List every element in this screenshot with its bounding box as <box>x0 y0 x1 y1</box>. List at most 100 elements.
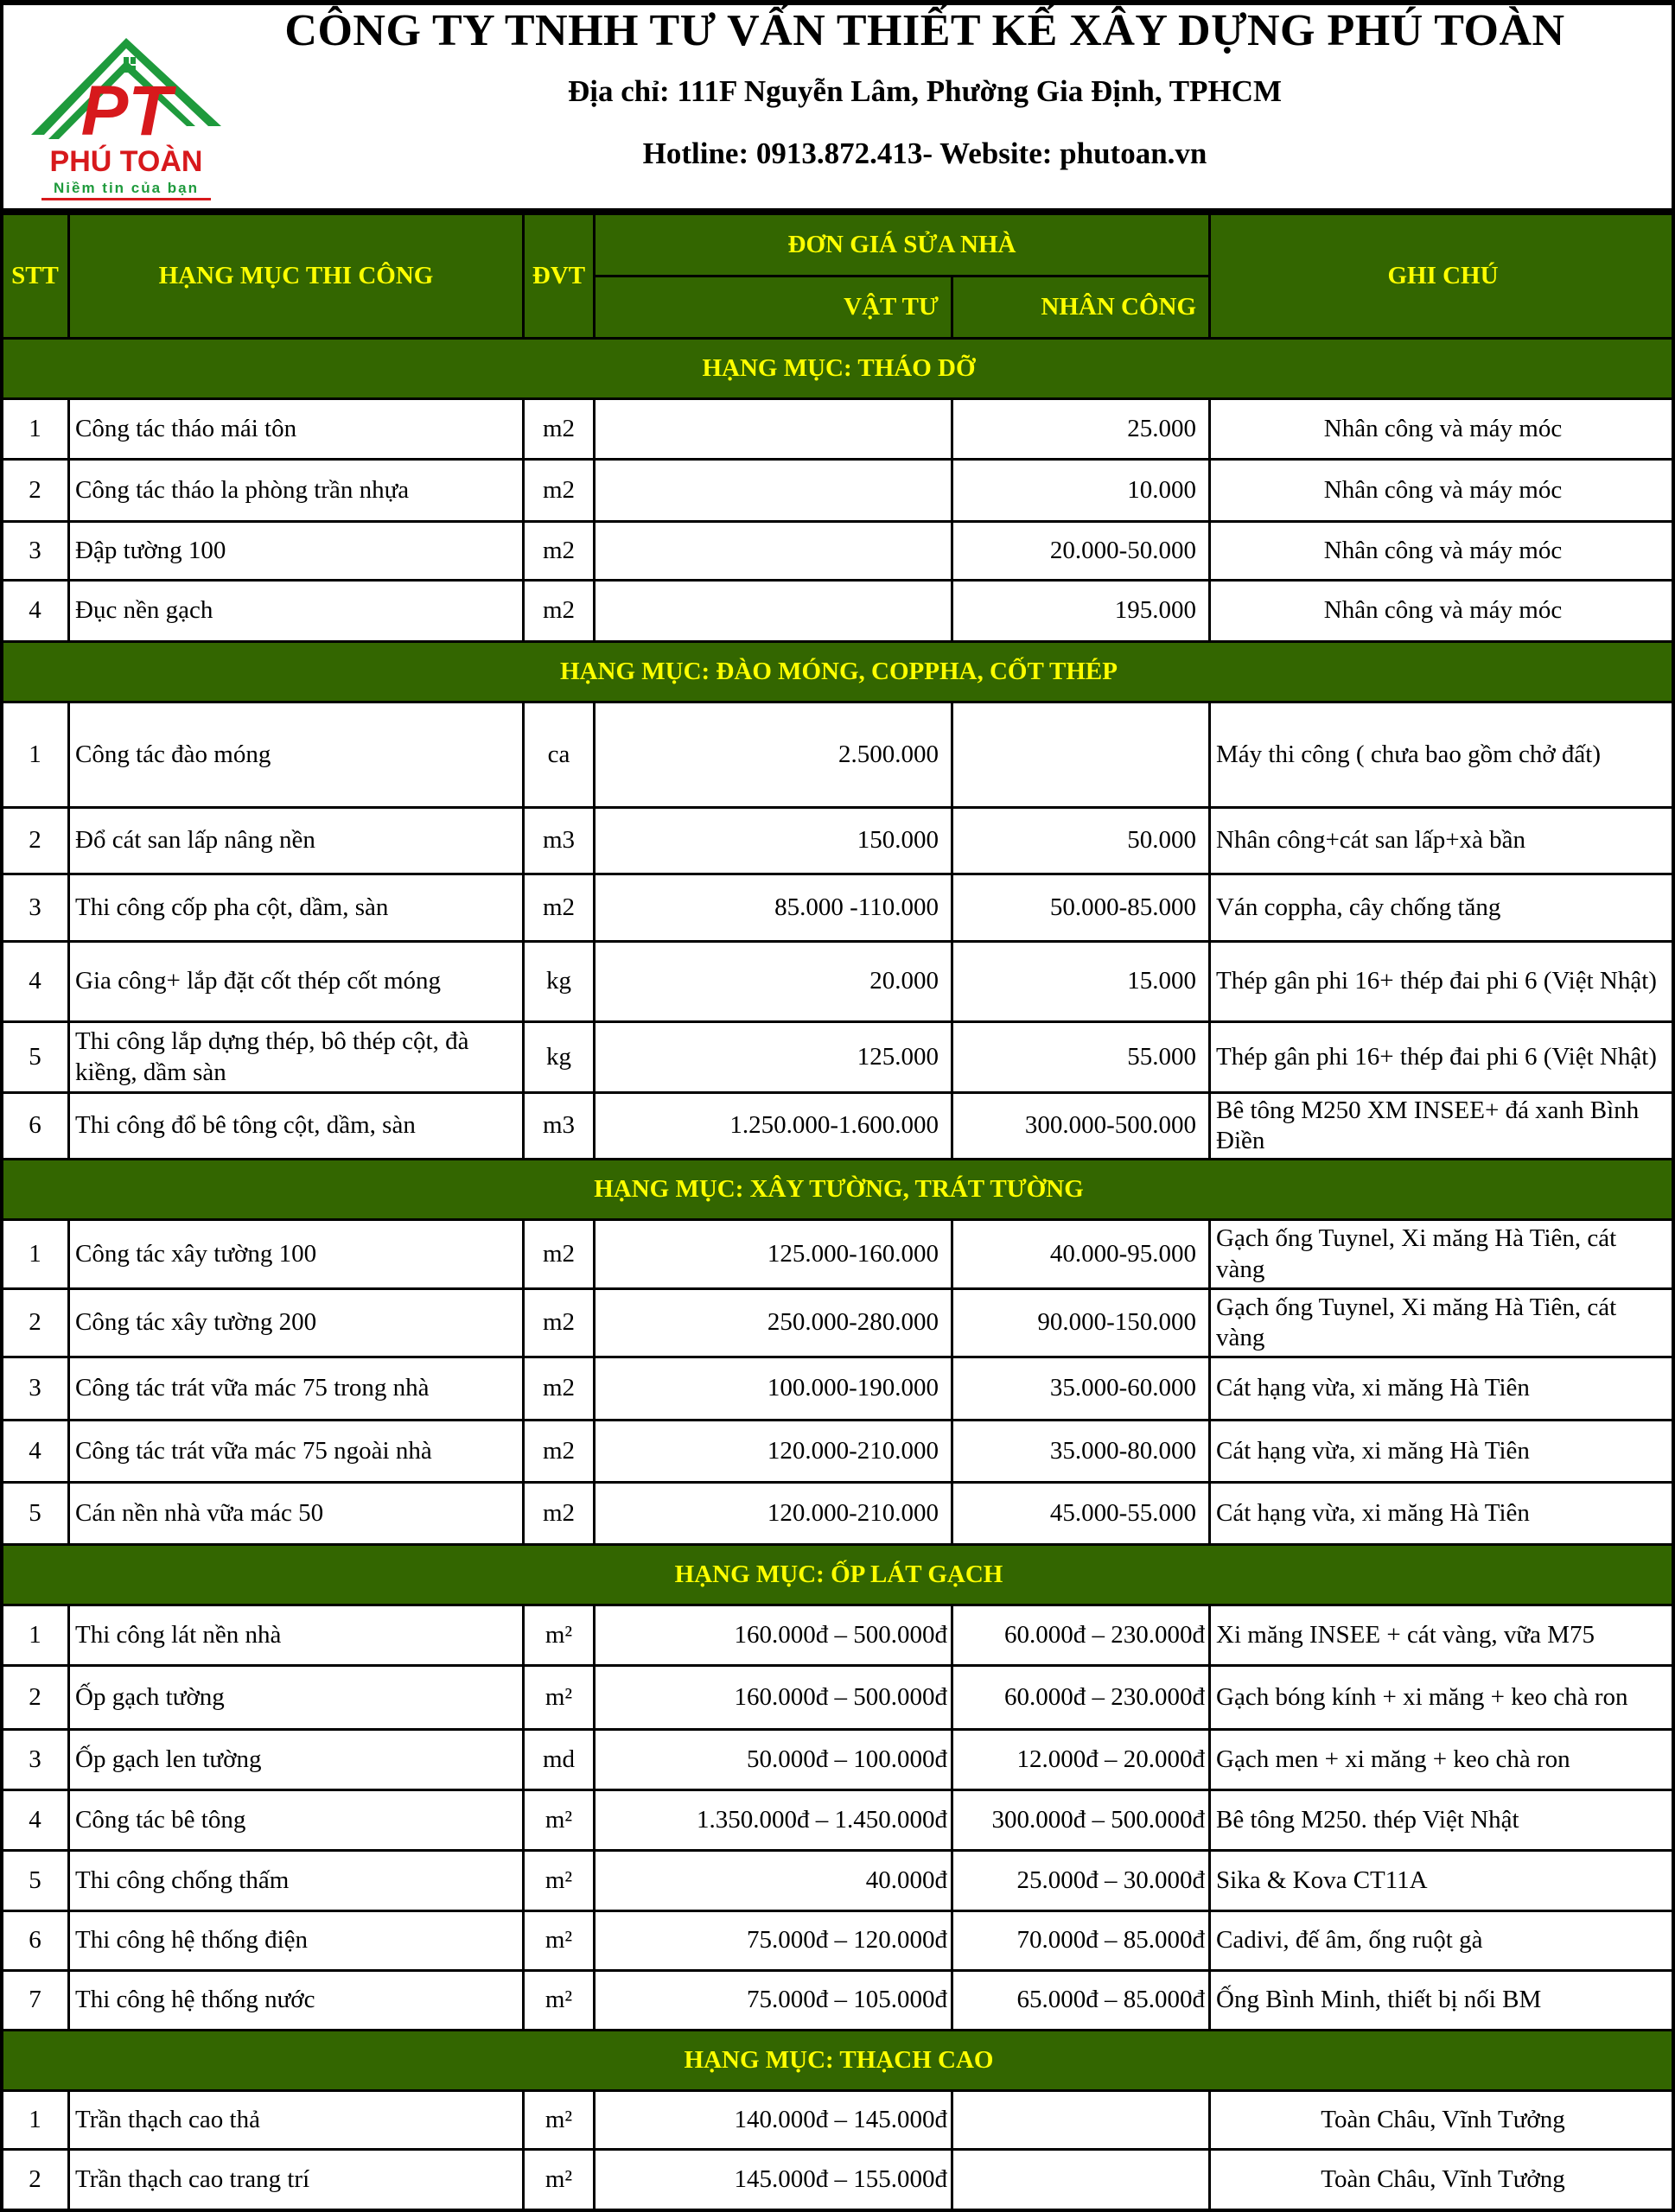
cell-labor: 195.000 <box>950 579 1212 643</box>
company-logo: PT PHÚ TOÀN Niềm tin của bạn <box>31 38 221 200</box>
cell-unit: m2 <box>522 1356 595 1421</box>
cell-labor <box>950 2148 1212 2211</box>
cell-unit: m² <box>522 1664 595 1731</box>
table-row: 3 Thi công cốp pha cột, dầm, sàn m2 85.000 … <box>0 873 1675 943</box>
cell-unit: kg <box>522 940 595 1023</box>
cell-unit: m² <box>522 1849 595 1912</box>
cell-stt: 5 <box>0 1849 70 1912</box>
table-row: 2 Trần thạch cao trang trí m² 145.000đ – 15… <box>0 2148 1675 2211</box>
cell-note: Gạch ống Tuynel, Xi măng Hà Tiên, cát và… <box>1208 1218 1675 1290</box>
cell-material: 2.500.000 <box>593 701 953 809</box>
cell-stt: 5 <box>0 1020 70 1094</box>
section-header: HẠNG MỤC: THÁO DỠ <box>0 337 1675 400</box>
header-unit: ĐVT <box>522 213 595 340</box>
cell-note: Toàn Châu, Vĩnh Tưởng <box>1208 2089 1675 2151</box>
cell-labor <box>950 701 1212 809</box>
cell-stt: 5 <box>0 1481 70 1546</box>
cell-unit: m2 <box>522 579 595 643</box>
cell-material: 125.000 <box>593 1020 953 1094</box>
table-row: 2 Đổ cát san lấp nâng nền m3 150.000 50.000 N… <box>0 806 1675 875</box>
cell-material: 75.000đ – 105.000đ <box>593 1969 953 2031</box>
cell-item: Công tác tháo mái tôn <box>67 397 525 461</box>
cell-material: 140.000đ – 145.000đ <box>593 2089 953 2151</box>
cell-item: Thi công hệ thống nước <box>67 1969 525 2031</box>
price-table: STT HẠNG MỤC THI CÔNG ĐVT ĐƠN GIÁ SỬA NH… <box>0 213 1675 2211</box>
cell-item: Ốp gạch tường <box>67 1664 525 1731</box>
cell-unit: m2 <box>522 458 595 523</box>
cell-note: Cát hạng vừa, xi măng Hà Tiên <box>1208 1419 1675 1484</box>
table-row: 6 Thi công đổ bê tông cột, dầm, sàn m3 1.25… <box>0 1091 1675 1160</box>
cell-material: 50.000đ – 100.000đ <box>593 1728 953 1791</box>
cell-note: Bê tông M250. thép Việt Nhật <box>1208 1789 1675 1852</box>
cell-item: Công tác xây tường 200 <box>67 1287 525 1358</box>
table-row: 4 Công tác trát vữa mác 75 ngoài nhà m2 120… <box>0 1419 1675 1484</box>
cell-material: 160.000đ – 500.000đ <box>593 1664 953 1731</box>
cell-labor: 50.000-85.000 <box>950 873 1212 943</box>
section-title: HẠNG MỤC: ĐÀO MÓNG, COPPHA, CỐT THÉP <box>0 640 1675 703</box>
cell-unit: m2 <box>522 1218 595 1290</box>
cell-note: Cát hạng vừa, xi măng Hà Tiên <box>1208 1481 1675 1546</box>
company-address: Địa chỉ: 111F Nguyễn Lâm, Phường Gia Địn… <box>567 74 1283 108</box>
svg-text:PT: PT <box>81 72 177 150</box>
table-row: 1 Thi công lát nền nhà m² 160.000đ – 500.00… <box>0 1604 1675 1667</box>
table-row: 1 Công tác xây tường 100 m2 125.000-160.000… <box>0 1218 1675 1290</box>
cell-note: Xi măng INSEE + cát vàng, vữa M75 <box>1208 1604 1675 1667</box>
cell-item: Đập tường 100 <box>67 520 525 582</box>
cell-item: Cán nền nhà vữa mác 50 <box>67 1481 525 1546</box>
cell-labor: 50.000 <box>950 806 1212 875</box>
header-item: HẠNG MỤC THI CÔNG <box>67 213 525 340</box>
cell-stt: 6 <box>0 1910 70 1972</box>
cell-stt: 3 <box>0 520 70 582</box>
cell-note: Thép gân phi 16+ thép đai phi 6 (Việt Nh… <box>1208 1020 1675 1094</box>
header-labor: NHÂN CÔNG <box>950 275 1212 340</box>
cell-material: 1.350.000đ – 1.450.000đ <box>593 1789 953 1852</box>
cell-stt: 2 <box>0 1664 70 1731</box>
cell-unit: kg <box>522 1020 595 1094</box>
cell-labor: 45.000-55.000 <box>950 1481 1212 1546</box>
cell-stt: 1 <box>0 1604 70 1667</box>
cell-note: Nhân công và máy móc <box>1208 458 1675 523</box>
cell-material: 75.000đ – 120.000đ <box>593 1910 953 1972</box>
cell-item: Thi công hệ thống điện <box>67 1910 525 1972</box>
cell-labor: 15.000 <box>950 940 1212 1023</box>
cell-note: Ván coppha, cây chống tăng <box>1208 873 1675 943</box>
cell-material <box>593 520 953 582</box>
cell-labor: 12.000đ – 20.000đ <box>950 1728 1212 1791</box>
cell-note: Cát hạng vừa, xi măng Hà Tiên <box>1208 1356 1675 1421</box>
cell-unit: m² <box>522 1969 595 2031</box>
cell-labor: 35.000-80.000 <box>950 1419 1212 1484</box>
cell-stt: 1 <box>0 397 70 461</box>
cell-item: Công tác tháo la phòng trần nhựa <box>67 458 525 523</box>
header-price-group: ĐƠN GIÁ SỬA NHÀ <box>592 213 1212 277</box>
table-row: 1 Trần thạch cao thả m² 140.000đ – 145.000đ… <box>0 2089 1675 2151</box>
cell-material: 250.000-280.000 <box>593 1287 953 1358</box>
section-title: HẠNG MỤC: THẠCH CAO <box>0 2029 1675 2092</box>
cell-unit: ca <box>522 701 595 809</box>
cell-note: Gạch men + xi măng + keo chà ron <box>1208 1728 1675 1791</box>
section-title: HẠNG MỤC: THÁO DỠ <box>0 337 1675 400</box>
header-stt: STT <box>0 213 70 340</box>
cell-note: Thép gân phi 16+ thép đai phi 6 (Việt Nh… <box>1208 940 1675 1023</box>
cell-labor: 90.000-150.000 <box>950 1287 1212 1358</box>
table-row: 3 Ốp gạch len tường md 50.000đ – 100.000đ 12… <box>0 1728 1675 1791</box>
table-row: 1 Công tác tháo mái tôn m2 25.000 Nhân công … <box>0 397 1675 461</box>
cell-labor: 20.000-50.000 <box>950 520 1212 582</box>
cell-item: Công tác trát vữa mác 75 ngoài nhà <box>67 1419 525 1484</box>
cell-item: Thi công lát nền nhà <box>67 1604 525 1667</box>
cell-item: Công tác đào móng <box>67 701 525 809</box>
cell-unit: m2 <box>522 873 595 943</box>
cell-item: Công tác trát vữa mác 75 trong nhà <box>67 1356 525 1421</box>
section-header: HẠNG MỤC: THẠCH CAO <box>0 2029 1675 2092</box>
cell-unit: m2 <box>522 520 595 582</box>
cell-item: Thi công cốp pha cột, dầm, sàn <box>67 873 525 943</box>
cell-item: Công tác bê tông <box>67 1789 525 1852</box>
cell-stt: 4 <box>0 1789 70 1852</box>
company-header: PT PHÚ TOÀN Niềm tin của bạn CÔNG TY TNH… <box>0 0 1675 213</box>
cell-item: Trần thạch cao trang trí <box>67 2148 525 2211</box>
table-row: 4 Đục nền gạch m2 195.000 Nhân công và máy m… <box>0 579 1675 643</box>
table-row: 3 Đập tường 100 m2 20.000-50.000 Nhân công v… <box>0 520 1675 582</box>
cell-material: 160.000đ – 500.000đ <box>593 1604 953 1667</box>
cell-stt: 6 <box>0 1091 70 1160</box>
cell-stt: 4 <box>0 1419 70 1484</box>
cell-stt: 4 <box>0 579 70 643</box>
